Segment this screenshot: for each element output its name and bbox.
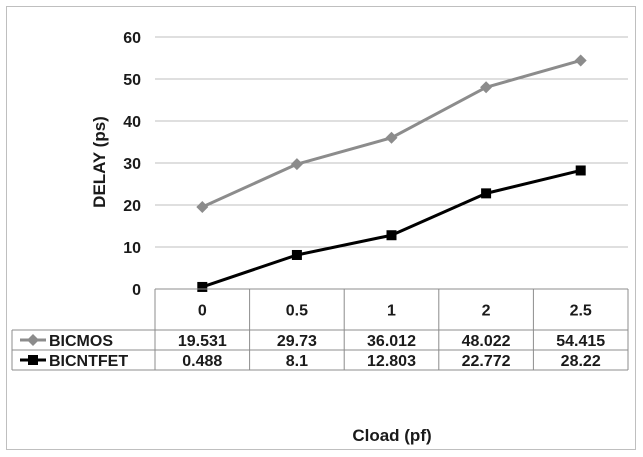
data-point-bicmos xyxy=(385,131,398,144)
data-point-bicmos xyxy=(480,81,493,94)
data-point-bicntfet xyxy=(481,188,492,199)
table-cell-value: 0.488 xyxy=(182,353,222,370)
gridlines xyxy=(155,36,628,290)
data-point-bicntfet xyxy=(386,230,397,241)
data-point-bicmos xyxy=(196,200,209,213)
data-point-bicntfet xyxy=(575,165,586,176)
data-point-bicmos xyxy=(290,158,303,171)
y-axis-ticks: 0 10 20 30 40 50 60 xyxy=(123,30,141,299)
x-category-label: 2 xyxy=(482,303,491,320)
table-cell-value: 19.531 xyxy=(178,333,227,350)
x-category-label: 2.5 xyxy=(570,303,592,320)
y-tick-label: 10 xyxy=(123,240,141,257)
y-tick-label: 60 xyxy=(123,30,141,47)
legend-key-marker-bicmos xyxy=(27,334,39,346)
table-cell-value: 36.012 xyxy=(367,333,416,350)
y-axis-title: DELAY (ps) xyxy=(90,116,109,208)
data-point-bicmos xyxy=(574,54,587,67)
x-axis-title: Cload (pf) xyxy=(352,426,431,445)
data-table: 0 0.5 1 2 2.5 BICMOS 19.531 29.73 36.012 48.022 54… xyxy=(11,288,629,371)
x-category-label: 0.5 xyxy=(286,303,308,320)
legend-label-bicntfet: BICNTFET xyxy=(49,353,128,370)
table-cell-value: 48.022 xyxy=(462,333,511,350)
y-tick-label: 20 xyxy=(123,198,141,215)
table-cell-value: 28.22 xyxy=(561,353,601,370)
table-cell-value: 54.415 xyxy=(556,333,605,350)
x-category-label: 0 xyxy=(198,303,207,320)
data-point-bicntfet xyxy=(197,281,208,292)
y-tick-label: 40 xyxy=(123,114,141,131)
y-tick-label: 0 xyxy=(132,282,141,299)
y-tick-label: 30 xyxy=(123,156,141,173)
table-cell-value: 12.803 xyxy=(367,353,416,370)
y-tick-label: 50 xyxy=(123,72,141,89)
legend-key-marker-bicntfet xyxy=(28,355,38,365)
chart-frame xyxy=(6,6,636,450)
series-lines xyxy=(196,54,587,292)
series-line-bicntfet xyxy=(201,169,582,289)
legend-label-bicmos: BICMOS xyxy=(49,333,113,350)
x-category-label: 1 xyxy=(387,303,396,320)
table-cell-value: 8.1 xyxy=(286,353,308,370)
data-point-bicntfet xyxy=(291,249,302,260)
table-cell-value: 29.73 xyxy=(277,333,317,350)
table-cell-value: 22.772 xyxy=(462,353,511,370)
